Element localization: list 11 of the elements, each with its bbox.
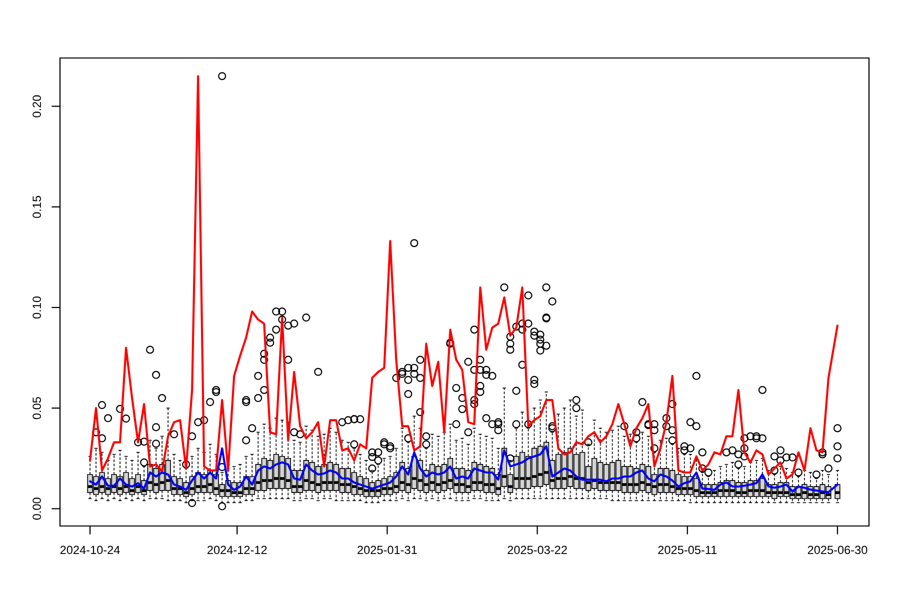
x-tick-label: 2025-01-31 <box>358 546 417 554</box>
y-tick-label: 0.05 <box>32 397 41 420</box>
y-tick-label: 0.15 <box>32 196 41 218</box>
x-tick-label: 2025-03-22 <box>508 546 567 554</box>
x-tick-label: 2025-06-30 <box>808 546 868 554</box>
x-tick-label: 2025-05-11 <box>658 546 717 554</box>
y-tick-label: 0.20 <box>32 95 41 118</box>
y-tick-label: 0.00 <box>32 498 41 520</box>
x-tick-label: 2024-10-24 <box>60 546 120 554</box>
x-tick-label: 2024-12-12 <box>208 546 267 554</box>
y-tick-label: 0.10 <box>32 296 41 319</box>
